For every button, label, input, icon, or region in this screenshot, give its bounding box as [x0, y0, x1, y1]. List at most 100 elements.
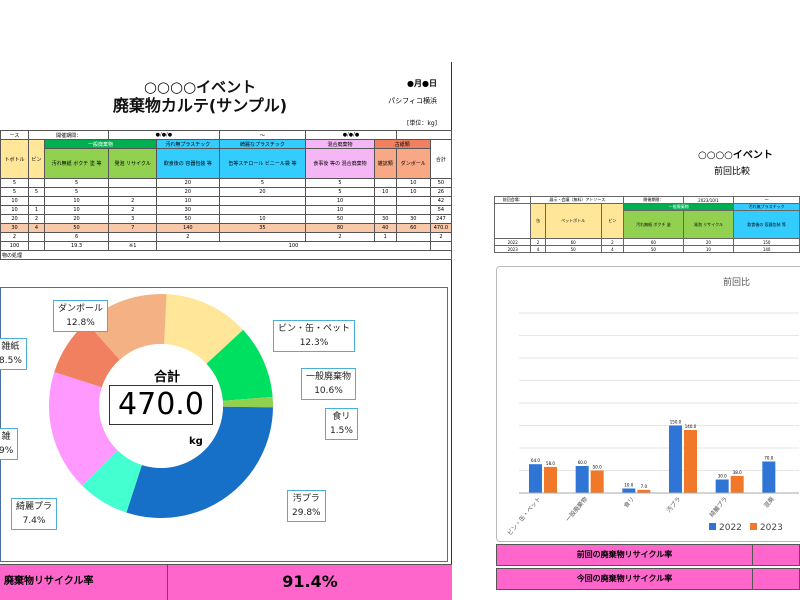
- table-cell: 2: [156, 232, 220, 242]
- table-cell: 4: [530, 245, 546, 253]
- slice-label: 雑紙 8.5%: [0, 338, 27, 370]
- table-cell: 2: [108, 205, 158, 215]
- table-cell: 60: [395, 223, 431, 233]
- table-cell: 30: [0, 223, 30, 233]
- table-cell: 2: [600, 238, 625, 246]
- table-cell: 開催期間：: [28, 130, 110, 140]
- table-cell: 5: [43, 178, 110, 188]
- slice-label: 一般廃棄物 10.6%: [301, 368, 357, 400]
- table-cell: 5: [43, 187, 110, 197]
- table-cell: 50: [156, 214, 220, 224]
- table-cell: 19.3: [43, 241, 110, 251]
- table-header: ビン: [28, 139, 45, 179]
- table-cell: 5: [28, 187, 45, 197]
- table-cell: ●/●/●: [305, 130, 397, 140]
- table-row: 10 1 10 2 30 10 54: [0, 205, 453, 215]
- chart-center-title: 合計: [153, 370, 180, 385]
- donut-slice: [222, 396, 273, 408]
- table-cell: 6: [43, 232, 110, 242]
- donut-slice: [206, 329, 273, 401]
- group-header: 一般廃棄物: [623, 203, 735, 211]
- bar-value-label: 64.0: [531, 458, 540, 463]
- table-header: 汚れ無紙 ボクチ 塗 等: [43, 148, 110, 179]
- group-header: 一般廃棄物: [43, 139, 158, 149]
- table-cell: 開催期間：: [623, 196, 684, 204]
- table-header: 缶: [530, 203, 546, 239]
- table-cell: 60: [623, 238, 684, 246]
- composition-chart: 合計 470.0 kg ダンボール 12.8% ビン・缶・ペット 12.3% 一般廃…: [0, 287, 448, 562]
- compare-title: 前回比較: [714, 167, 751, 177]
- slice-label: 食リ 1.5%: [325, 408, 358, 440]
- chart-title: 前回比: [723, 278, 751, 288]
- table-cell: 4: [28, 223, 45, 233]
- x-tick-label: ビン・缶・ペット: [506, 495, 543, 537]
- table-cell: 10: [156, 196, 220, 206]
- donut-slice: [164, 294, 244, 364]
- table-cell: 30: [395, 214, 431, 224]
- slice-label: ビン・缶・ペット 12.3%: [273, 320, 356, 352]
- table-cell: [218, 205, 307, 215]
- curr-rate-row: 今回の廃棄物リサイクル率: [496, 568, 800, 590]
- table-cell: 5: [305, 187, 375, 197]
- group-header: 古紙類: [373, 139, 431, 149]
- bar-value-label: 7.0: [641, 484, 648, 489]
- slice-label: 綺麗プラ 7.4%: [11, 498, 58, 530]
- table-cell: 20: [682, 238, 735, 246]
- table-cell: 5: [218, 178, 307, 188]
- table-cell: 10: [395, 178, 431, 188]
- table-row: 20 2 20 3 50 10 50 30 30 247: [0, 214, 453, 224]
- bar-2022: [529, 464, 542, 493]
- table-cell: 100: [0, 241, 30, 251]
- donut-slice: [82, 450, 142, 513]
- table-cell: 5: [305, 178, 375, 188]
- table-cell: 60: [544, 238, 602, 246]
- recycle-rate-label: 廃棄物リサイクル率: [0, 565, 168, 600]
- table-header: 食事後 等の 混合廃棄物: [305, 148, 375, 179]
- table-cell: 20: [43, 214, 110, 224]
- x-tick-label: 食リ: [622, 495, 636, 509]
- bar-value-label: 50.0: [593, 465, 602, 470]
- bar-chart: 64.0 58.0 ビン・缶・ペット 60.0 50.0 一般廃棄物 10.0 7.0 食リ 15…: [506, 312, 799, 537]
- table-cell: 10: [0, 196, 30, 206]
- table-cell: [108, 232, 158, 242]
- table-cell: 54: [429, 205, 453, 215]
- legend-item: 2023: [749, 523, 783, 533]
- x-tick-label: 一般廃棄物: [564, 495, 589, 523]
- table-header: 汚れ無紙 ボクチ 塗: [623, 210, 684, 239]
- x-tick-label: 混廃: [762, 495, 776, 509]
- table-cell: 247: [429, 214, 453, 224]
- table-cell: [108, 187, 158, 197]
- table-cell: 1: [28, 205, 45, 215]
- compare-event-title: ○○○○イベント: [698, 150, 773, 161]
- table-cell: 100: [156, 241, 431, 251]
- table-row: 5 5 20 5 5 10 50: [0, 178, 453, 188]
- bar-2023: [544, 466, 557, 493]
- prev-rate-label: 前回の廃棄物リサイクル率: [497, 545, 753, 565]
- table-cell: 7: [108, 223, 158, 233]
- bar-value-label: 10.0: [624, 483, 633, 488]
- table-cell: [28, 232, 45, 242]
- table-cell: 26: [429, 187, 453, 197]
- table-cell: 10: [43, 196, 110, 206]
- donut-chart: [49, 294, 273, 518]
- document-title: 廃棄物カルテ(サンプル): [112, 96, 288, 115]
- table-cell: 30: [373, 214, 397, 224]
- bar-2022: [762, 461, 776, 493]
- bar-2022: [622, 488, 636, 493]
- unit-label: [単位：kg]: [407, 120, 437, 127]
- table-cell: 2: [429, 232, 453, 242]
- bar-value-label: 58.0: [546, 461, 555, 466]
- table-row: 30 4 50 7 140 35 80 40 60 470.0: [0, 223, 453, 233]
- bar-value-label: 38.0: [733, 470, 742, 475]
- bar-2022: [715, 479, 729, 493]
- table-cell: 10: [373, 187, 397, 197]
- x-tick-label: 綺麗プラ: [708, 495, 730, 519]
- table-row: 10 10 2 10 10 42: [0, 196, 453, 206]
- table-row: 5 5 5 20 20 5 10 10 26: [0, 187, 453, 197]
- table-cell: 前回会場：: [493, 196, 532, 204]
- table-cell: 10: [218, 214, 307, 224]
- slice-label: ダンボール 12.8%: [53, 300, 109, 332]
- table-cell: [373, 205, 397, 215]
- table-header: 発泡 リサイクル: [108, 148, 158, 179]
- comparison-chart: 前回比 64.0 58.0 ビン・缶・ペット 60.0 50.0 一般廃棄物 10.0 7.0…: [496, 266, 800, 542]
